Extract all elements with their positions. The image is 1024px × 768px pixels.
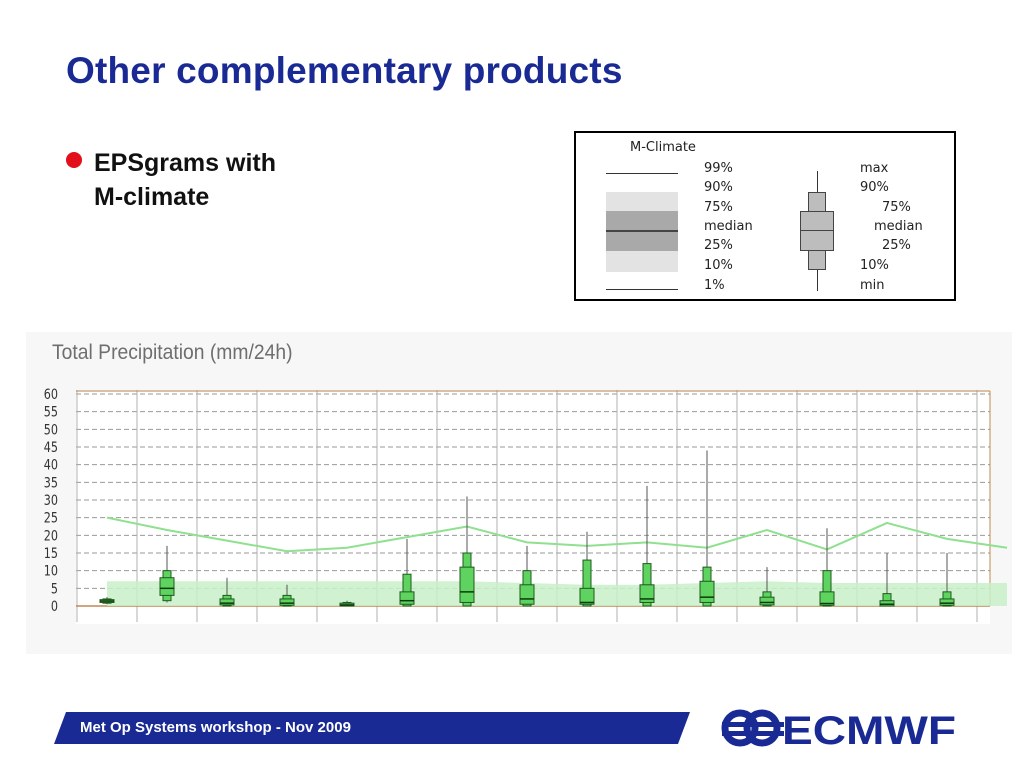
footer-text: Met Op Systems workshop - Nov 2009 [80,719,351,736]
logo-bar-icon [722,722,784,727]
y-tick-label: 55 [44,403,58,420]
y-tick-label: 15 [44,545,58,562]
eps-box-inner [579,587,595,605]
bullet-line-1: EPSgrams with [94,149,276,177]
bullet-item: EPSgrams with M-climate [66,146,276,214]
bullet-text: EPSgrams with M-climate [94,146,276,214]
y-tick-label: 0 [51,598,58,615]
logo-text: ECMWF [782,709,956,752]
eps-box-inner [819,591,835,606]
eps-box-inner [639,584,655,603]
legend-right-label: max [860,161,889,176]
eps-box-outer [822,570,832,607]
slide-title: Other complementary products [66,50,623,91]
y-tick-label: 35 [44,474,58,491]
bullet-line-2: M-climate [94,183,210,211]
eps-box-outer [402,573,412,607]
legend-right-label: 10% [860,258,889,273]
climate-line-99 [106,516,1008,553]
legend-right-label: 90% [860,180,889,195]
legend-box-75-25 [800,211,834,251]
legend-left-label: median [704,219,753,234]
bullet-dot-icon [66,152,82,168]
legend-left-label: 10% [704,258,733,273]
legend-title: M-Climate [630,140,696,155]
eps-box-inner [459,566,475,603]
logo-bar-icon [722,731,784,736]
legend-right-label: 25% [882,238,911,253]
legend-left-label: 1% [704,278,725,293]
y-tick-label: 45 [44,439,58,456]
eps-box-inner [279,598,295,606]
m-climate-legend: M-Climate 99% 90% 75% median 25% 10% 1% … [574,131,956,301]
eps-box-inner [219,598,235,606]
eps-box-inner [699,580,715,603]
legend-line-99 [606,173,678,174]
chart-title: Total Precipitation (mm/24h) [52,341,293,364]
eps-box-inner [759,596,775,606]
eps-box-inner [399,591,415,605]
legend-left-label: 90% [704,180,733,195]
eps-box-inner [159,577,175,596]
legend-box-median [800,230,834,231]
y-tick-label: 20 [44,527,58,544]
eps-box-inner [939,598,955,606]
logo-ring-icon [743,709,781,747]
legend-left-label: 75% [704,200,733,215]
y-tick-label: 10 [44,562,58,579]
eps-box-inner [879,600,895,607]
eps-box-inner [519,584,535,605]
legend-left-label: 99% [704,161,733,176]
legend-right-label: median [874,219,923,234]
y-tick-label: 40 [44,456,58,473]
legend-line-1 [606,289,678,290]
legend-right-label: 75% [882,200,911,215]
y-tick-label: 5 [51,580,58,597]
ecmwf-logo: ECMWF [721,709,956,752]
y-tick-label: 60 [44,386,58,403]
legend-median-line [606,230,678,232]
logo-ring-icon [721,709,759,747]
legend-right-label: min [860,278,885,293]
y-tick-label: 25 [44,509,58,526]
eps-box-outer [582,559,592,607]
y-tick-label: 30 [44,492,58,509]
legend-left-label: 25% [704,238,733,253]
footer-bar [54,712,690,744]
climate-band-90 [107,581,1007,606]
y-tick-label: 50 [44,421,58,438]
